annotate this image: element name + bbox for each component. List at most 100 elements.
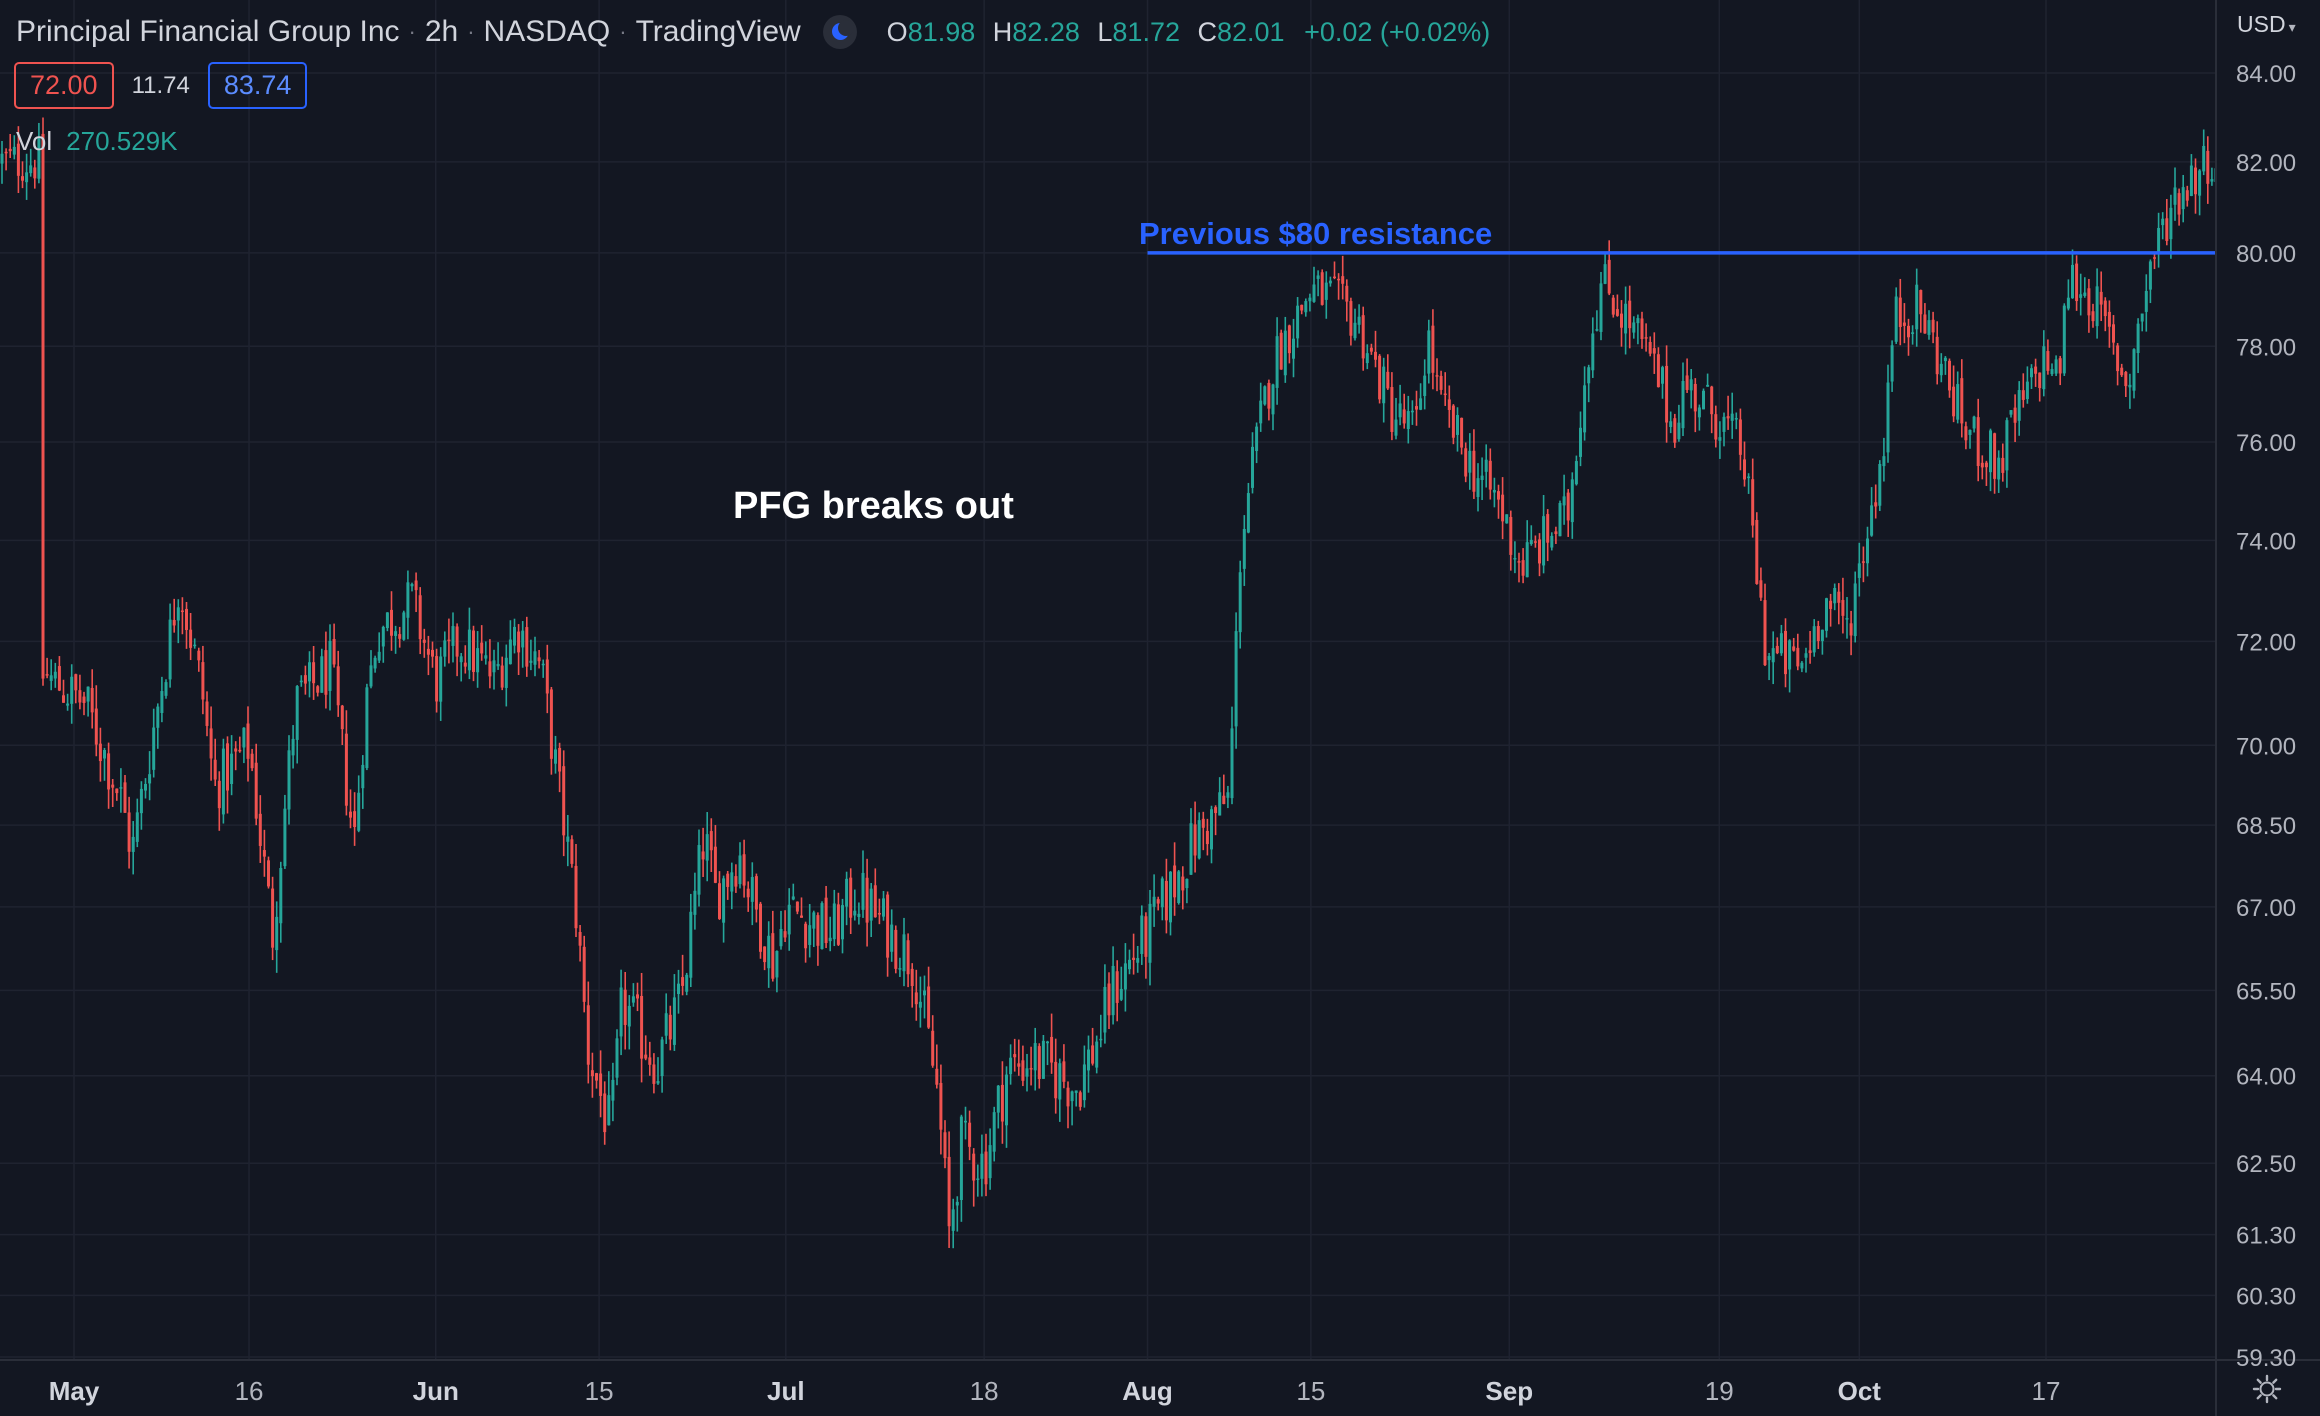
candle-body <box>16 143 20 176</box>
candle-body <box>1681 380 1685 429</box>
candle-body <box>1878 463 1882 506</box>
candle-body <box>558 747 562 772</box>
candle-body <box>1476 478 1480 498</box>
candle-body <box>1841 600 1845 616</box>
candle-body <box>1800 662 1804 669</box>
candle-body <box>611 1079 615 1101</box>
candle-body <box>1636 318 1640 324</box>
candle-body <box>467 629 471 671</box>
candle-body <box>1960 378 1964 424</box>
candle-body <box>1521 560 1525 576</box>
candle-body <box>2116 345 2120 372</box>
candle-body <box>1353 322 1357 339</box>
candle-body <box>287 750 291 810</box>
candle-body <box>890 924 894 952</box>
chart-grid <box>0 0 2216 1360</box>
candle-body <box>615 1038 619 1078</box>
candle-body <box>1144 916 1148 957</box>
candle-body <box>2042 346 2046 390</box>
candle-body <box>484 655 488 659</box>
candle-body <box>1242 528 1246 569</box>
close-label: C <box>1197 16 1218 47</box>
candle-body <box>1730 413 1734 421</box>
candle-body <box>1734 418 1738 420</box>
candle-body <box>2206 150 2210 184</box>
candle-body <box>1197 820 1201 859</box>
candle-body <box>1132 957 1136 960</box>
candle-body <box>459 656 463 663</box>
candle-body <box>681 977 685 986</box>
y-tick-label: 70.00 <box>2236 733 2296 760</box>
candle-body <box>242 727 246 748</box>
candle-body <box>1894 296 1898 342</box>
candle-body <box>295 686 299 740</box>
candle-body <box>1640 318 1644 339</box>
candle-body <box>730 872 734 892</box>
symbol-legend[interactable]: Principal Financial Group Inc · 2h · NAS… <box>16 15 1491 49</box>
candle-body <box>1439 375 1443 390</box>
candle-body <box>1829 600 1833 609</box>
candle-body <box>496 663 500 667</box>
candle-body <box>865 877 869 923</box>
candle-body <box>2132 349 2136 391</box>
x-tick-label: Jul <box>767 1376 805 1406</box>
candle-body <box>2157 227 2161 252</box>
interval-label[interactable]: 2h <box>424 15 459 48</box>
candle-body <box>57 666 61 691</box>
candle-body <box>1017 1063 1021 1067</box>
candle-body <box>1652 348 1656 354</box>
range-low-box[interactable]: 72.00 <box>14 62 114 109</box>
candle-body <box>189 629 193 648</box>
candle-body <box>37 138 41 179</box>
y-tick-label: 68.50 <box>2236 813 2296 840</box>
candle-body <box>1898 297 1902 327</box>
candle-body <box>1956 384 1960 420</box>
candle-body <box>549 689 553 759</box>
candle-body <box>1997 457 2001 480</box>
annotations: Previous $80 resistance PFG breaks out <box>733 216 2216 527</box>
candle-body <box>804 923 808 949</box>
candle-body <box>431 649 434 657</box>
candle-body <box>1427 330 1431 374</box>
candle-body <box>677 983 680 995</box>
candle-body <box>1812 626 1816 653</box>
gear-icon[interactable] <box>2252 1374 2282 1404</box>
candle-body <box>1558 503 1562 537</box>
candle-body <box>1943 357 1947 362</box>
candle-body <box>4 151 8 154</box>
moon-icon[interactable] <box>822 15 857 49</box>
candle-body <box>2099 291 2103 305</box>
close-value: 82.01 <box>1217 16 1285 47</box>
candle-body <box>800 915 803 918</box>
candle-body <box>1406 411 1410 430</box>
candle-body <box>1386 371 1390 389</box>
candle-body <box>861 872 865 910</box>
candle-body <box>1025 1068 1029 1077</box>
candle-body <box>238 749 242 752</box>
candle-body <box>877 913 881 915</box>
range-high-box[interactable]: 83.74 <box>207 62 308 109</box>
symbol-name[interactable]: Principal Financial Group Inc <box>16 15 400 48</box>
candle-body <box>185 608 188 630</box>
low-label: L <box>1097 16 1113 47</box>
candle-body <box>1788 640 1792 670</box>
candle-body <box>398 634 402 639</box>
currency-selector[interactable]: USD ▾ <box>2237 11 2296 38</box>
candle-body <box>410 584 414 587</box>
candle-body <box>2169 207 2173 240</box>
candle-body <box>984 1151 988 1185</box>
candle-body <box>841 905 844 940</box>
candle-body <box>2194 167 2197 195</box>
candle-body <box>685 974 689 992</box>
candle-body <box>1394 419 1398 436</box>
volume-legend[interactable]: Vol 270.529K <box>16 126 177 157</box>
candle-body <box>2095 286 2099 327</box>
candle-body <box>627 1005 631 1027</box>
candle-body <box>312 662 316 684</box>
candle-body <box>882 898 885 917</box>
candle-body <box>2173 187 2177 205</box>
time-axis-panel <box>0 1360 2320 1416</box>
candle-body <box>964 1120 967 1123</box>
candle-body <box>1443 393 1447 396</box>
